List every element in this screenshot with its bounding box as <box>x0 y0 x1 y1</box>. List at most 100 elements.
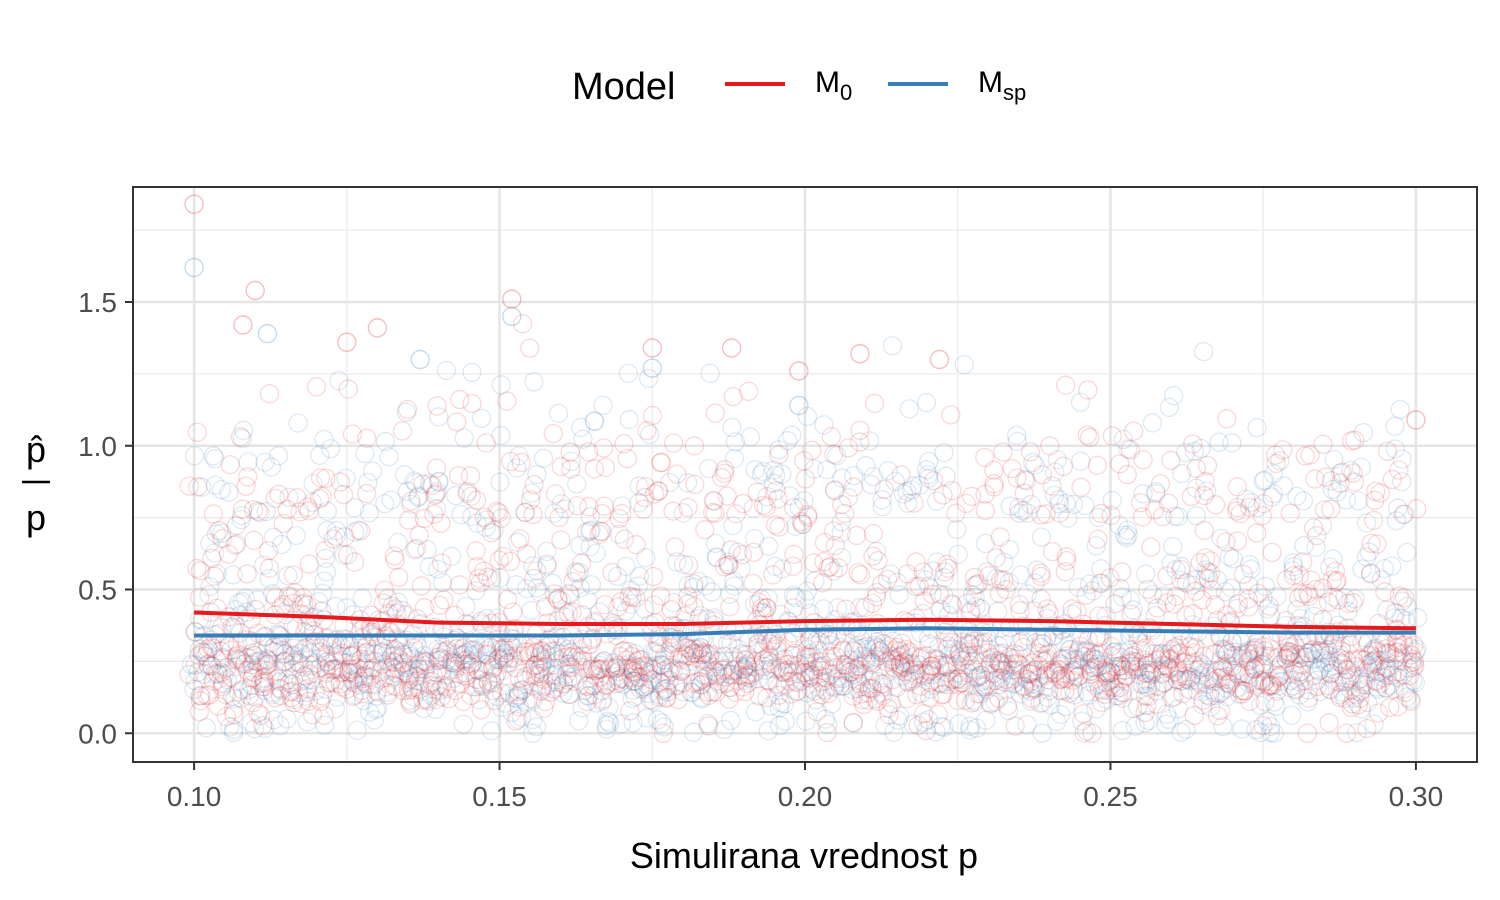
data-point <box>800 644 821 664</box>
data-point <box>659 658 679 678</box>
data-point <box>874 479 894 499</box>
data-point <box>1146 483 1166 504</box>
data-point <box>219 482 239 502</box>
data-point <box>603 653 624 673</box>
data-point <box>695 655 715 675</box>
data-point <box>1239 497 1260 517</box>
data-point <box>299 554 319 574</box>
data-point <box>920 679 940 699</box>
data-point <box>1251 670 1271 691</box>
data-point <box>993 643 1013 663</box>
data-point <box>267 661 287 681</box>
data-point <box>207 663 228 683</box>
data-point <box>1165 637 1186 658</box>
data-point <box>1193 690 1213 710</box>
data-point <box>1268 668 1289 688</box>
data-point <box>753 461 773 482</box>
data-point <box>1167 669 1187 690</box>
data-point <box>808 677 828 697</box>
data-point <box>864 635 884 656</box>
data-point <box>972 653 992 673</box>
data-point <box>1340 634 1360 655</box>
data-point <box>279 487 299 507</box>
data-point <box>738 381 759 402</box>
data-point <box>735 666 756 686</box>
data-point <box>246 642 266 662</box>
data-point <box>1132 507 1153 527</box>
data-point <box>766 624 786 645</box>
data-point <box>442 650 463 670</box>
data-point <box>354 671 374 692</box>
data-point <box>541 682 561 702</box>
data-point <box>512 314 533 334</box>
data-point <box>265 587 286 607</box>
data-point <box>469 568 489 588</box>
data-point <box>1025 633 1046 653</box>
data-point <box>712 660 733 680</box>
data-point <box>1252 506 1273 526</box>
data-point <box>856 637 877 657</box>
data-point <box>532 677 553 697</box>
data-point <box>230 649 251 669</box>
data-point <box>784 544 804 565</box>
data-point <box>1219 546 1240 567</box>
data-point <box>578 676 598 696</box>
data-point <box>274 651 295 672</box>
data-point <box>609 508 629 529</box>
data-point <box>715 460 735 480</box>
data-point <box>613 674 633 695</box>
data-point <box>1377 441 1398 462</box>
data-point <box>1211 667 1231 688</box>
data-point <box>1021 494 1041 515</box>
data-point <box>1152 507 1173 527</box>
data-point <box>408 659 429 679</box>
data-point <box>557 664 577 684</box>
data-point <box>999 572 1019 593</box>
data-point <box>959 635 979 655</box>
data-point <box>1101 662 1121 683</box>
data-point <box>1205 495 1226 515</box>
data-point <box>905 660 926 681</box>
data-point <box>319 654 340 675</box>
data-point <box>585 665 605 685</box>
data-point <box>300 664 320 684</box>
data-point <box>858 690 878 710</box>
data-point <box>278 586 298 606</box>
data-point <box>376 629 397 649</box>
data-point <box>1162 641 1182 661</box>
data-point <box>850 657 870 677</box>
data-point <box>262 682 282 702</box>
data-point <box>1002 458 1022 479</box>
data-point <box>348 642 368 662</box>
data-point <box>968 667 988 687</box>
data-point <box>595 595 615 615</box>
data-point <box>384 546 404 566</box>
data-point <box>1273 440 1293 460</box>
data-point <box>705 533 726 554</box>
data-point <box>426 484 446 504</box>
data-point <box>800 667 820 687</box>
data-point <box>1128 624 1148 645</box>
data-point <box>1335 587 1355 608</box>
data-point <box>892 645 913 665</box>
data-point <box>644 595 664 615</box>
data-point <box>455 666 476 686</box>
data-point <box>453 691 473 712</box>
data-point <box>471 408 492 428</box>
data-point <box>697 651 717 672</box>
data-point <box>985 670 1005 691</box>
data-point <box>477 654 497 674</box>
data-point <box>807 701 827 722</box>
data-point <box>864 393 885 414</box>
data-point <box>1022 653 1043 673</box>
data-point <box>891 646 911 666</box>
data-point <box>562 647 582 667</box>
data-point <box>959 622 979 642</box>
data-point <box>1311 642 1331 663</box>
data-point <box>314 429 334 450</box>
data-point <box>1133 484 1153 504</box>
data-point <box>388 614 409 635</box>
data-point <box>384 659 404 679</box>
data-point <box>429 471 449 491</box>
